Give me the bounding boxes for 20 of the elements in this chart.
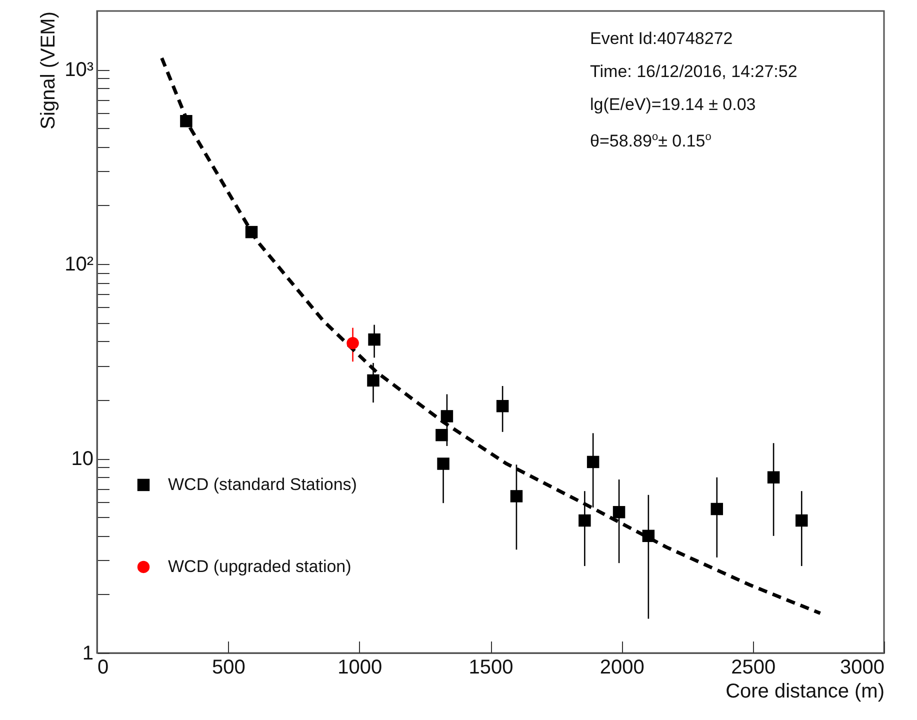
y-tick-label: 1 (82, 642, 94, 664)
y-tick-label: 10 (71, 448, 94, 470)
x-tick-label: 1000 (338, 656, 382, 678)
annotation: Event Id:40748272 (590, 28, 734, 50)
x-tick-label: 1500 (468, 656, 514, 678)
y-axis-title: Signal (VEM) (38, 12, 60, 130)
legend-label: WCD (upgraded station) (168, 556, 352, 576)
x-axis-title: Core distance (m) (726, 680, 884, 702)
annotation: lg(E/eV)=19.14 ± 0.03 (590, 94, 757, 116)
x-tick-label: 500 (212, 656, 246, 678)
line-series (160, 56, 822, 616)
x-tick-label: 2500 (731, 656, 776, 678)
x-tick-label: 2000 (600, 656, 644, 678)
annotation: θ=58.89$^{o}$± 0.15$^{o}$ (590, 130, 712, 153)
legend-label: WCD (standard Stations) (168, 474, 357, 494)
y-tick-label: 10² (64, 254, 94, 276)
y-tick-label: 10³ (64, 59, 94, 82)
x-tick-label: 0 (98, 656, 109, 678)
x-tick-label: 3000 (840, 656, 884, 678)
annotation: Time: 16/12/2016, 14:27:52 (590, 61, 798, 83)
